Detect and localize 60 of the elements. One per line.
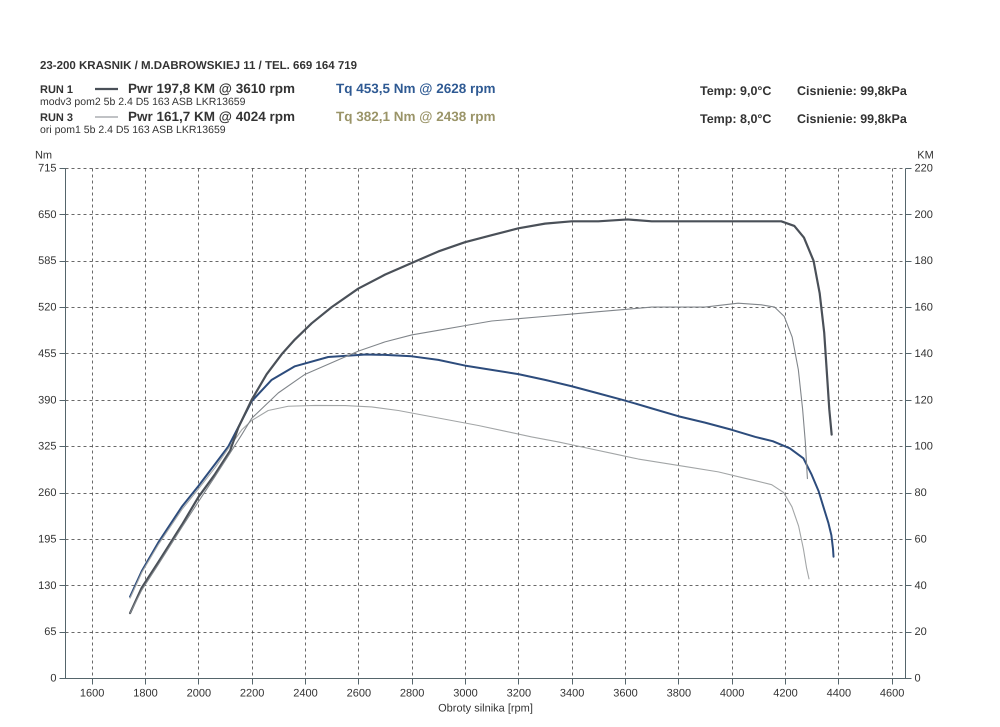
y-tick-label: 585	[38, 255, 56, 268]
x-tick-label: 4000	[720, 688, 744, 700]
y2-tick-label: 140	[914, 348, 933, 360]
y-tick-label: 390	[38, 394, 56, 406]
x-tick-label: 3200	[506, 688, 532, 700]
y2-tick-label: 120	[914, 394, 933, 406]
y2-tick-label: 160	[914, 302, 933, 314]
y-tick-label: 195	[38, 533, 56, 546]
y-tick-label: 65	[44, 626, 56, 638]
line-series	[128, 218, 833, 614]
y2-tick-label: 40	[914, 580, 927, 592]
text: ori pom1 5b 2.4 D5 163 ASB LKR13659	[40, 124, 226, 136]
x-tick-label: 2000	[186, 688, 212, 700]
text: Temp: 9,0°C	[700, 84, 772, 98]
legend-label: RUN 3	[40, 112, 74, 124]
y-tick-label: 0	[50, 672, 56, 684]
x-tick-label: 3600	[613, 688, 638, 700]
text: 23-200 KRASNIK / M.DABROWSKIEJ 11 / TEL. 669 164 719	[40, 60, 358, 72]
y2-tick-label: 100	[914, 440, 933, 453]
y-tick-label: 260	[38, 487, 56, 500]
y-tick-label: 455	[38, 348, 56, 360]
x-tick-label: 4400	[826, 688, 852, 700]
x-tick-label: 3400	[560, 688, 584, 700]
y-tick-label: 650	[38, 208, 56, 221]
legend-label: RUN 1	[40, 84, 74, 96]
y-axis-title: Nm	[34, 150, 52, 162]
y-tick-label: 130	[38, 580, 56, 592]
text: Temp: 8,0°C	[700, 112, 772, 126]
x-tick-label: 4200	[773, 688, 798, 700]
x-tick-label: 4600	[880, 688, 904, 700]
x-tick-label: 1800	[133, 688, 158, 700]
x-tick-label: 2400	[293, 688, 318, 700]
y2-axis-title: KM	[917, 150, 934, 162]
line-series	[130, 404, 810, 599]
x-tick-label: 2600	[346, 688, 372, 700]
text: Cisnienie: 99,8kPa	[797, 112, 908, 126]
y2-tick-label: 180	[914, 255, 933, 268]
y-tick-label: 715	[38, 162, 56, 174]
y2-tick-label: 20	[914, 626, 927, 638]
text: modv3 pom2 5b 2.4 D5 163 ASB LKR13659	[40, 96, 246, 108]
y2-tick-label: 60	[914, 533, 927, 546]
x-tick-label: 1600	[80, 688, 104, 700]
x-tick-label: 3000	[453, 688, 478, 700]
x-tick-label: 2800	[400, 688, 424, 700]
y-tick-label: 520	[38, 302, 56, 314]
line-series	[130, 302, 808, 614]
y2-tick-label: 220	[914, 162, 933, 174]
y2-tick-label: 0	[914, 672, 921, 684]
text: Cisnienie: 99,8kPa	[797, 84, 908, 98]
y2-tick-label: 80	[914, 487, 927, 500]
line-series	[129, 354, 835, 598]
y2-tick-label: 200	[914, 208, 933, 221]
x-tick-label: 3800	[666, 688, 692, 700]
text: Pwr 161,7 KM @ 4024 rpm	[128, 109, 295, 124]
text: Tq 382,1 Nm @ 2438 rpm	[336, 109, 496, 124]
y-tick-label: 325	[38, 440, 56, 453]
text: Tq 453,5 Nm @ 2628 rpm	[336, 81, 496, 96]
text: Pwr 197,8 KM @ 3610 rpm	[128, 81, 295, 96]
x-axis-title: Obroty silnika [rpm]	[438, 702, 533, 714]
x-tick-label: 2200	[240, 688, 264, 700]
